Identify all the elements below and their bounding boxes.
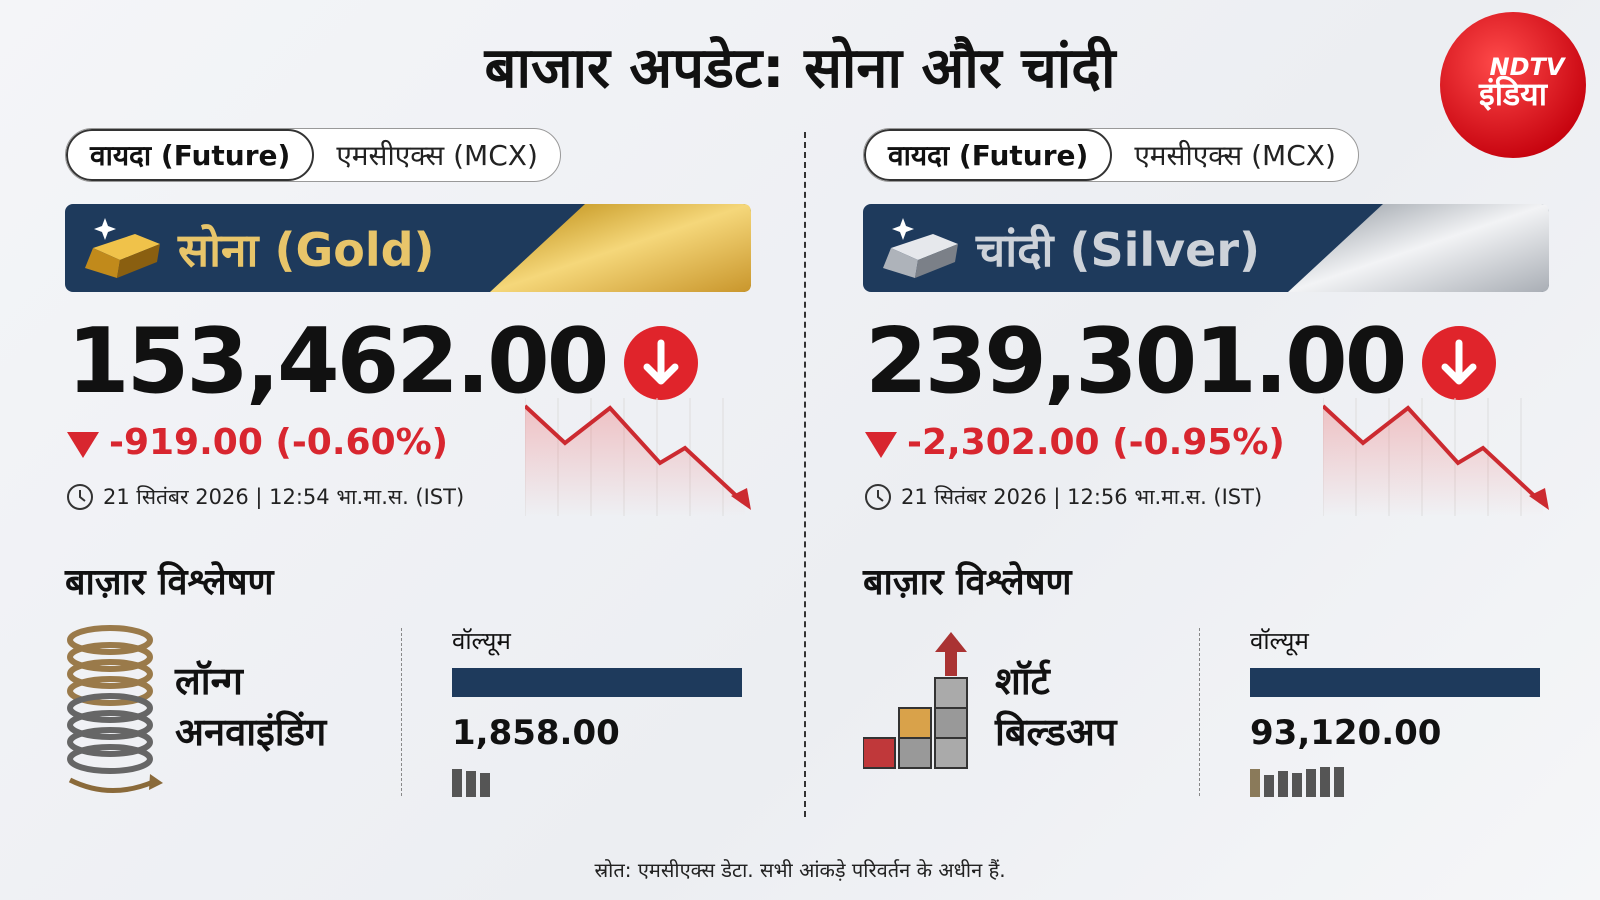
tab[interactable]: वायदा (Future) <box>66 129 315 181</box>
signal-icon <box>67 625 163 793</box>
panel: वायदा (Future) एमसीएक्स (MCX) चांदी (Sil… <box>863 0 1563 900</box>
logo-text: NDTV <box>1490 53 1567 81</box>
down-icon <box>1422 326 1496 400</box>
tab[interactable]: एमसीएक्स (MCX) <box>336 139 538 172</box>
banner <box>863 204 1549 292</box>
separator <box>401 628 402 796</box>
timestamp: 21 सितंबर 2026 | 12:56 भा.मा.स. (IST) <box>901 485 1263 509</box>
price-change: -2,302.00 (-0.95%) <box>907 422 1285 463</box>
volume-label: वॉल्यूम <box>1250 627 1309 655</box>
volume-bar <box>1250 668 1540 697</box>
volume-value: 1,858.00 <box>452 713 620 753</box>
analysis-title: बाज़ार विश्लेषण <box>863 562 1072 603</box>
timestamp: 21 सितंबर 2026 | 12:54 भा.मा.स. (IST) <box>103 485 465 509</box>
tabs: वायदा (Future) एमसीएक्स (MCX) <box>863 128 1359 182</box>
signal-line: अनवाइंडिंग <box>175 710 327 754</box>
price: 153,462.00 <box>67 309 609 414</box>
signal: शॉर्ट बिल्डअप <box>995 656 1117 758</box>
down-triangle <box>67 432 99 458</box>
metal-name: चांदी (Silver) <box>976 223 1261 277</box>
page-title: बाजार अपडेट: सोना और चांदी <box>484 36 1116 101</box>
trend-sparkline <box>1323 398 1549 516</box>
separator <box>1199 628 1200 796</box>
panel: वायदा (Future) एमसीएक्स (MCX) सोना (Gold… <box>65 0 765 900</box>
metal-name: सोना (Gold) <box>178 223 435 277</box>
signal-line: बिल्डअप <box>995 710 1117 754</box>
volume-value: 93,120.00 <box>1250 713 1442 753</box>
trend-sparkline <box>525 398 751 516</box>
analysis-title: बाज़ार विश्लेषण <box>65 562 274 603</box>
price: 239,301.00 <box>865 309 1407 414</box>
clock-icon <box>865 484 891 510</box>
volume-label: वॉल्यूम <box>452 627 511 655</box>
logo: NDTV इंडिया <box>1440 12 1586 158</box>
down-icon <box>624 326 698 400</box>
volume-bar <box>452 668 742 697</box>
down-triangle <box>865 432 897 458</box>
logo-text: इंडिया <box>1478 75 1549 113</box>
volume-icon <box>452 769 490 797</box>
tab[interactable]: एमसीएक्स (MCX) <box>1134 139 1336 172</box>
footer: स्रोत: एमसीएक्स डेटा. सभी आंकड़े परिवर्त… <box>594 858 1006 882</box>
divider <box>804 132 806 817</box>
signal-icon <box>863 632 968 769</box>
clock-icon <box>67 484 93 510</box>
banner <box>65 204 751 292</box>
signal-line: लॉन्ग <box>175 659 243 703</box>
signal: लॉन्ग अनवाइंडिंग <box>175 656 326 758</box>
volume-icon <box>1250 767 1344 797</box>
tab[interactable]: वायदा (Future) <box>864 129 1113 181</box>
tabs: वायदा (Future) एमसीएक्स (MCX) <box>65 128 561 182</box>
price-change: -919.00 (-0.60%) <box>109 422 449 463</box>
signal-line: शॉर्ट <box>995 659 1050 703</box>
